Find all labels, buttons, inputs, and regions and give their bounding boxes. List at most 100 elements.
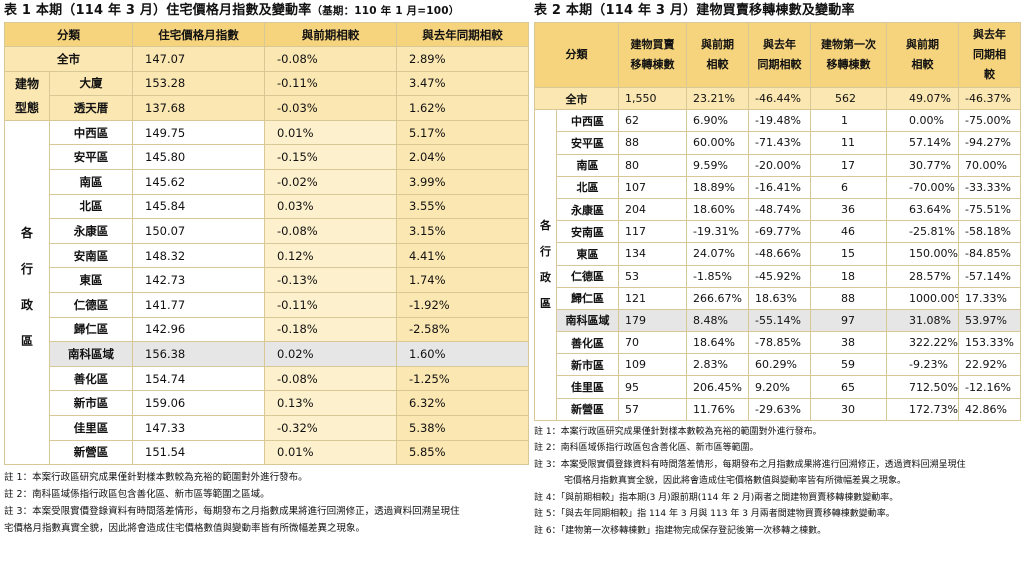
table2-district-yoy: -69.77% — [748, 220, 811, 244]
table1-district-prev: -0.18% — [264, 316, 397, 343]
table1-district-index: 142.73 — [132, 267, 265, 293]
table1-district-prev: 0.01% — [264, 439, 397, 466]
table2-district-row: 新市區 109 2.83% 60.29% 59 -9.23% 22.92% — [535, 353, 1021, 377]
building-type-label-line-2: 型態 — [14, 100, 39, 115]
table2-district-first-prev: -9.23% — [886, 353, 959, 377]
table2-district-first-yoy: -75.51% — [958, 197, 1021, 222]
table1-district-row: 仁德區 141.77 -0.11% -1.92% — [5, 291, 529, 318]
table2-header-first-line-1: 建物第一次 — [821, 38, 876, 51]
table2-district-yoy: -20.00% — [748, 153, 811, 177]
district-group-label: 各行政區 — [4, 119, 50, 466]
table2-total-prev: 23.21% — [686, 86, 749, 111]
table2-district-first-yoy: -33.33% — [958, 175, 1021, 199]
table2-district-first-prev: 30.77% — [886, 153, 959, 177]
table2-header-first-prev: 與前期 相較 — [886, 22, 959, 88]
table1-header-row: 分類 住宅價格月指數 與前期相較 與去年同期相較 — [4, 22, 529, 47]
table2-district-yoy: -29.63% — [748, 397, 811, 421]
table1-title-row: 表 1 本期（114 年 3 月）住宅價格月指數及變動率（基期：110 年 1 … — [4, 0, 528, 22]
table2-district-group-label-char: 政 — [540, 271, 551, 284]
table2-district-first: 38 — [810, 331, 887, 355]
table1-district-label: 安平區 — [49, 144, 133, 170]
table1-district-prev: -0.08% — [264, 365, 397, 392]
table2-district-label: 永康區 — [556, 197, 619, 222]
table2-total-row: 全市 1,550 23.21% -46.44% 562 49.07% -46.3… — [534, 86, 1021, 111]
table1-row-building-1: 透天厝 137.68 -0.03% 1.62% — [5, 95, 529, 121]
table1-district-label: 仁德區 — [49, 291, 133, 318]
table1-district-prev: -0.11% — [264, 291, 397, 318]
table1-district-row: 安平區 145.80 -0.15% 2.04% — [5, 144, 529, 170]
table1-district-index: 159.06 — [132, 390, 265, 416]
table2-district-yoy: -55.14% — [748, 308, 811, 333]
table2-district-first-yoy: -84.85% — [958, 242, 1021, 266]
table2-district-first-yoy: -58.18% — [958, 220, 1021, 244]
table1-district-index: 149.75 — [132, 119, 265, 146]
table2-district-first: 88 — [810, 286, 887, 310]
table1-district-row: 善化區 154.74 -0.08% -1.25% — [5, 365, 529, 392]
table2-note-3: 註 3：本案受限實價登錄資料有時間落差情形，每期發布之月指數成果將進行回溯修正，… — [534, 459, 966, 470]
table1-district-index: 151.54 — [132, 439, 265, 466]
table1-district-prev: 0.01% — [264, 119, 397, 146]
table1-header-index: 住宅價格月指數 — [132, 22, 265, 47]
table2-district-first: 18 — [810, 264, 887, 288]
table2-district-first-prev: -25.81% — [886, 220, 959, 244]
table2-district-transfers: 121 — [618, 286, 687, 310]
table2-district-first: 15 — [810, 242, 887, 266]
table2-header-first-yoy-line-1: 與去年 — [973, 28, 1006, 41]
table2-district-yoy: -71.43% — [748, 131, 811, 155]
table1-district-yoy: 3.15% — [396, 218, 529, 244]
table2-district-transfers: 70 — [618, 331, 687, 355]
table2-district-prev: 24.07% — [686, 242, 749, 266]
table1-district-yoy: 1.74% — [396, 267, 529, 293]
table2-district-prev: 206.45% — [686, 375, 749, 399]
table1-district-label: 南區 — [49, 168, 133, 195]
table2-district-first: 59 — [810, 353, 887, 377]
table2-title: 表 2 本期（114 年 3 月）建物買賣移轉棟數及變動率 — [534, 3, 855, 18]
table1-district-prev: 0.12% — [264, 242, 397, 269]
table2-district-first-yoy: -94.27% — [958, 131, 1021, 155]
table1-district-yoy: 5.38% — [396, 414, 529, 441]
table1-district-row: 東區 142.73 -0.13% 1.74% — [5, 267, 529, 293]
table2-district-first-prev: 1000.00% — [886, 286, 959, 310]
table1-district-index: 141.77 — [132, 291, 265, 318]
table2-district-row: 仁德區 53 -1.85% -45.92% 18 28.57% -57.14% — [535, 264, 1021, 288]
table1-total-label: 全市 — [4, 46, 133, 72]
table1-title: 表 1 本期（114 年 3 月）住宅價格月指數及變動率 — [4, 3, 312, 18]
table2-district-row: 各行政區中西區 62 6.90% -19.48% 1 0.00% -75.00% — [534, 109, 1021, 421]
table2-district-label: 安南區 — [556, 220, 619, 244]
table2-district-transfers: 62 — [618, 109, 687, 133]
table2-district-first-prev: -70.00% — [886, 175, 959, 199]
table1-building-prev: -0.03% — [264, 95, 397, 121]
table1-panel: 表 1 本期（114 年 3 月）住宅價格月指數及變動率（基期：110 年 1 … — [4, 0, 529, 537]
table2-district-first-prev: 150.00% — [886, 242, 959, 266]
table1-district-yoy: 2.04% — [396, 144, 529, 170]
table2-district-first-yoy: 17.33% — [958, 286, 1021, 310]
table1-note-2: 註 2：南科區域係指行政區包含善化區、新市區等範圍之區域。 — [4, 489, 270, 501]
table2-district-first-prev: 172.73% — [886, 397, 959, 421]
table1-building-yoy: 1.62% — [396, 95, 529, 121]
table1-header-prev: 與前期相較 — [264, 22, 397, 47]
table2-district-row: 東區 134 24.07% -48.66% 15 150.00% -84.85% — [535, 242, 1021, 266]
district-group-label-char: 區 — [20, 334, 33, 349]
table2-header-prev-line-2: 相較 — [706, 58, 729, 71]
table2-district-prev: 18.64% — [686, 331, 749, 355]
table2-district-prev: 9.59% — [686, 153, 749, 177]
table2-district-yoy: -48.66% — [748, 242, 811, 266]
table2-district-prev: -19.31% — [686, 220, 749, 244]
building-transfer-table: 分類 建物買賣 移轉棟數 與前期 相較 與去年 同期相較 建物第一次 移轉棟數 — [534, 22, 1021, 421]
table2-district-transfers: 179 — [618, 308, 687, 333]
table2-district-label: 南科區域 — [556, 308, 619, 333]
table2-district-prev: -1.85% — [686, 264, 749, 288]
table2-district-label: 中西區 — [556, 109, 619, 133]
table2-district-prev: 266.67% — [686, 286, 749, 310]
table1-district-row: 南科區域 156.38 0.02% 1.60% — [5, 341, 529, 367]
table1-district-yoy: 5.85% — [396, 439, 529, 466]
table2-header-row: 分類 建物買賣 移轉棟數 與前期 相較 與去年 同期相較 建物第一次 移轉棟數 — [534, 22, 1021, 88]
table2-district-prev: 2.83% — [686, 353, 749, 377]
table2-header-first-yoy-line-2: 同期相 — [973, 48, 1006, 61]
table1-total-yoy: 2.89% — [396, 46, 529, 72]
table1-note-3: 註 3：本案受限實價登錄資料有時間落差情形，每期發布之月指數成果將進行回溯修正，… — [4, 506, 460, 518]
table2-district-label: 南區 — [556, 153, 619, 177]
table1-district-row: 永康區 150.07 -0.08% 3.15% — [5, 218, 529, 244]
table2-district-transfers: 95 — [618, 375, 687, 399]
table2-total-first-prev: 49.07% — [886, 86, 959, 111]
